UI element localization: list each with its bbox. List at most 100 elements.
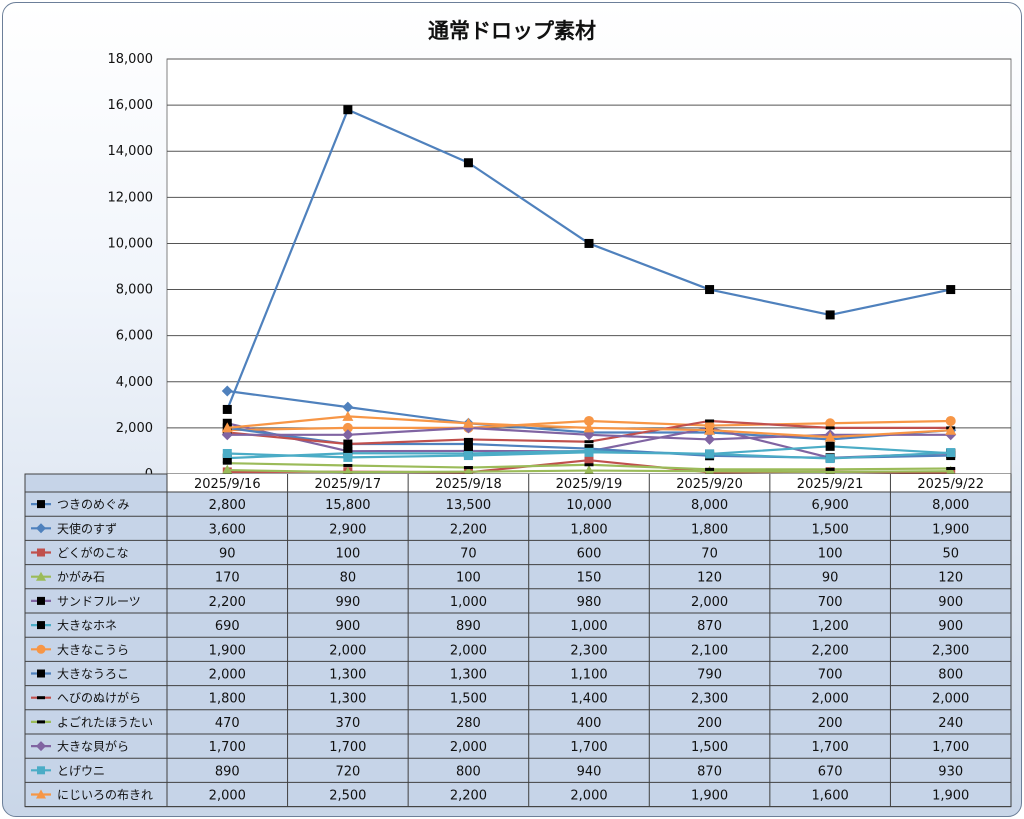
data-point-marker [463,466,473,470]
data-point-marker [584,463,594,467]
series-name-label: どくがのこな [57,545,129,560]
y-tick-label: 14,000 [108,144,154,159]
data-point-marker [221,464,233,475]
table-cell-value: 1,300 [450,668,487,683]
table-header-background [167,474,1011,492]
y-tick-label: 8,000 [116,283,153,298]
data-point-marker [37,766,45,775]
data-point-marker [222,404,232,414]
table-cell-value: 2,000 [570,789,607,804]
table-cell-value: 1,800 [691,522,728,537]
gridlines [166,58,1012,475]
data-point-marker [342,422,353,433]
series-name-label: とげウニ [57,764,105,778]
data-point-marker [36,789,46,799]
table-cell-value: 600 [577,547,602,562]
table-cell-value: 1,700 [812,740,849,755]
series-12 [222,447,956,464]
table-cell-value: 1,700 [209,740,246,755]
data-point-marker [705,449,715,459]
x-category-label: 2025/9/20 [676,477,743,492]
table-cell-value: 1,000 [450,595,487,610]
data-point-marker [825,454,835,464]
table-cell-value: 10,000 [566,498,612,513]
x-category-label: 2025/9/19 [556,477,623,492]
table-cell-value: 890 [456,619,481,634]
table-cell-value: 1,800 [209,692,246,707]
table-cell-value: 2,000 [450,740,487,755]
data-point-marker [584,415,594,426]
data-point-marker [825,418,836,429]
series-name-label: 大きなうろこ [57,667,129,681]
x-category-label: 2025/9/18 [435,477,502,492]
series-name-label: にじいろの布きれ [57,788,153,802]
table-cell-value: 1,700 [570,740,607,755]
x-category-label: 2025/9/17 [315,477,382,492]
table-cell-value: 2,300 [691,692,728,707]
data-point-marker [946,448,956,458]
data-point-marker [704,424,716,435]
table-cell-value: 870 [697,619,722,634]
x-category-label: 2025/9/16 [194,477,261,492]
series-1 [222,105,956,414]
table-cell-value: 70 [460,547,477,562]
table-cell-value: 2,000 [932,692,969,707]
data-point-marker [584,447,594,457]
data-point-marker [825,310,835,320]
data-point-marker [343,442,353,446]
table-cell-value: 15,800 [325,498,371,513]
chart-title: 通常ドロップ素材 [428,19,596,43]
data-point-marker [463,451,473,461]
table-cell-value: 50 [942,547,959,562]
table-cell-value: 70 [701,547,718,562]
series-13 [221,410,957,442]
table-cell-value: 200 [697,716,722,731]
data-point-marker [463,437,473,441]
table-cell-value: 90 [219,547,236,562]
table-cell-value: 120 [697,571,722,586]
data-point-marker [583,422,595,433]
table-cell-value: 980 [577,595,602,610]
y-axis-ticks: 02,0004,0006,0008,00010,00012,00014,0001… [108,52,154,482]
y-tick-label: 18,000 [108,52,154,67]
table-cell-value: 1,200 [812,619,849,634]
data-point-marker [37,596,45,605]
table-cell-value: 1,900 [209,643,246,658]
table-cell-value: 2,200 [450,522,487,537]
table-cell-value: 870 [697,764,722,779]
data-point-marker [36,523,46,534]
table-cell-value: 80 [340,571,357,586]
table-cell-value: 940 [577,764,602,779]
table-cell-value: 1,900 [691,789,728,804]
series-name-label: つきのめぐみ [57,498,129,512]
data-point-marker [222,453,232,463]
data-point-marker [824,431,836,442]
data-point-marker [222,461,232,465]
data-point-marker [221,385,233,397]
table-cell-value: 2,800 [209,498,246,513]
table-cell-value: 170 [215,571,240,586]
table-cell-value: 1,400 [570,692,607,707]
data-point-marker [584,238,594,248]
series-name-label: 天使のすず [57,521,117,536]
y-tick-label: 12,000 [108,190,154,205]
table-cell-value: 2,100 [691,643,728,658]
data-point-marker [705,419,715,423]
data-point-marker [825,426,835,430]
data-point-marker [36,644,46,654]
table-cell-value: 90 [822,571,839,586]
data-point-marker [37,500,45,509]
series-name-label: へびのぬけがら [57,690,141,705]
table-cell-value: 2,300 [570,643,607,658]
table-cell-value: 1,000 [570,619,607,634]
y-tick-label: 10,000 [108,236,154,251]
table-cell-value: 700 [818,668,843,683]
table-cell-value: 6,900 [812,498,849,513]
table-cell-value: 370 [335,716,360,731]
table-cell-value: 8,000 [932,498,969,513]
table-cell-value: 700 [818,595,843,610]
table-cell-value: 930 [938,764,963,779]
y-tick-label: 4,000 [116,375,153,390]
data-point-marker [825,467,835,471]
table-cell-value: 2,200 [209,595,246,610]
